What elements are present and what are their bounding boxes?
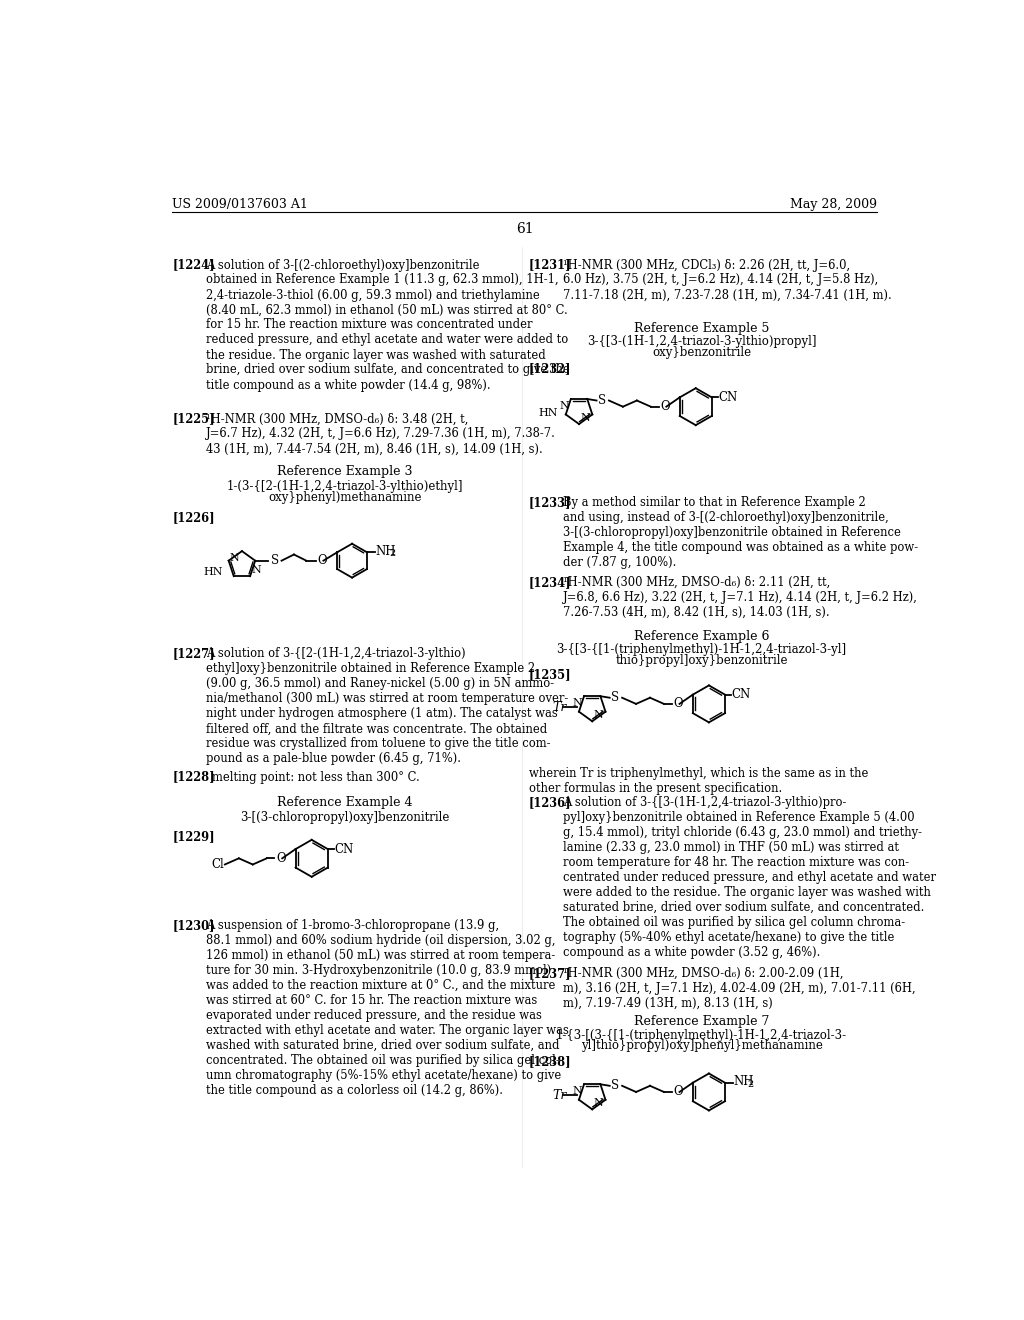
Text: S: S	[611, 1080, 620, 1093]
Text: N: N	[572, 698, 583, 708]
Text: [1236]: [1236]	[528, 796, 571, 809]
Text: [1224]: [1224]	[172, 259, 215, 272]
Text: oxy}phenyl)methanamine: oxy}phenyl)methanamine	[268, 491, 422, 504]
Text: NH: NH	[733, 1076, 754, 1089]
Text: S: S	[611, 692, 620, 705]
Text: wherein Tr is triphenylmethyl, which is the same as in the
other formulas in the: wherein Tr is triphenylmethyl, which is …	[528, 767, 868, 795]
Text: Tr: Tr	[552, 701, 566, 714]
Text: [1234]: [1234]	[528, 576, 571, 589]
Text: [1231]: [1231]	[528, 259, 571, 272]
Text: Reference Example 3: Reference Example 3	[278, 465, 413, 478]
Text: N: N	[559, 400, 569, 411]
Text: 61: 61	[516, 222, 534, 235]
Text: ¹H-NMR (300 MHz, DMSO-d₆) δ: 2.00-2.09 (1H,
m), 3.16 (2H, t, J=7.1 Hz), 4.02-4.0: ¹H-NMR (300 MHz, DMSO-d₆) δ: 2.00-2.09 (…	[563, 966, 915, 1010]
Text: Reference Example 6: Reference Example 6	[634, 630, 769, 643]
Text: [1233]: [1233]	[528, 496, 571, 508]
Text: A solution of 3-[(2-chloroethyl)oxy]benzonitrile
obtained in Reference Example 1: A solution of 3-[(2-chloroethyl)oxy]benz…	[206, 259, 570, 392]
Text: By a method similar to that in Reference Example 2
and using, instead of 3-[(2-c: By a method similar to that in Reference…	[563, 496, 918, 569]
Text: O: O	[317, 554, 327, 568]
Text: [1230]: [1230]	[172, 919, 215, 932]
Text: A solution of 3-{[3-(1H-1,2,4-triazol-3-ylthio)pro-
pyl]oxy}benzonitrile obtaine: A solution of 3-{[3-(1H-1,2,4-triazol-3-…	[563, 796, 936, 958]
Text: HN: HN	[539, 408, 558, 418]
Text: A solution of 3-{[2-(1H-1,2,4-triazol-3-ylthio)
ethyl]oxy}benzonitrile obtained : A solution of 3-{[2-(1H-1,2,4-triazol-3-…	[206, 647, 568, 766]
Text: S: S	[598, 393, 606, 407]
Text: NH: NH	[376, 545, 396, 558]
Text: N: N	[594, 710, 603, 719]
Text: O: O	[673, 697, 683, 710]
Text: thio}propyl]oxy}benzonitrile: thio}propyl]oxy}benzonitrile	[615, 655, 787, 668]
Text: CN: CN	[731, 688, 751, 701]
Text: [1228]: [1228]	[172, 771, 215, 784]
Text: O: O	[276, 851, 286, 865]
Text: N: N	[252, 565, 261, 574]
Text: HN: HN	[203, 566, 222, 577]
Text: oxy}benzonitrile: oxy}benzonitrile	[652, 346, 751, 359]
Text: [1226]: [1226]	[172, 511, 215, 524]
Text: [1238]: [1238]	[528, 1056, 571, 1068]
Text: Reference Example 7: Reference Example 7	[634, 1015, 769, 1028]
Text: [1237]: [1237]	[528, 966, 571, 979]
Text: N: N	[229, 553, 240, 562]
Text: 3-[(3-chloropropyl)oxy]benzonitrile: 3-[(3-chloropropyl)oxy]benzonitrile	[241, 810, 450, 824]
Text: [1232]: [1232]	[528, 363, 571, 375]
Text: Tr: Tr	[552, 1089, 566, 1102]
Text: 1-{3-[(3-{[1-(triphenylmethyl)-1H-1,2,4-triazol-3-: 1-{3-[(3-{[1-(triphenylmethyl)-1H-1,2,4-…	[556, 1028, 847, 1041]
Text: A suspension of 1-bromo-3-chloropropane (13.9 g,
88.1 mmol) and 60% sodium hydri: A suspension of 1-bromo-3-chloropropane …	[206, 919, 569, 1097]
Text: May 28, 2009: May 28, 2009	[791, 198, 878, 211]
Text: N: N	[581, 413, 591, 422]
Text: N: N	[572, 1086, 583, 1096]
Text: S: S	[270, 554, 279, 568]
Text: CN: CN	[334, 842, 353, 855]
Text: O: O	[660, 400, 670, 413]
Text: 2: 2	[389, 549, 395, 558]
Text: Reference Example 4: Reference Example 4	[278, 796, 413, 809]
Text: ¹H-NMR (300 MHz, DMSO-d₆) δ: 3.48 (2H, t,
J=6.7 Hz), 4.32 (2H, t, J=6.6 Hz), 7.2: ¹H-NMR (300 MHz, DMSO-d₆) δ: 3.48 (2H, t…	[206, 412, 556, 455]
Text: ¹H-NMR (300 MHz, DMSO-d₆) δ: 2.11 (2H, tt,
J=6.8, 6.6 Hz), 3.22 (2H, t, J=7.1 Hz: ¹H-NMR (300 MHz, DMSO-d₆) δ: 2.11 (2H, t…	[563, 576, 918, 619]
Text: N: N	[594, 1098, 603, 1107]
Text: [1229]: [1229]	[172, 830, 215, 843]
Text: 2: 2	[748, 1080, 754, 1089]
Text: [1227]: [1227]	[172, 647, 215, 660]
Text: [1225]: [1225]	[172, 412, 215, 425]
Text: Cl: Cl	[211, 858, 223, 871]
Text: 1-(3-{[2-(1H-1,2,4-triazol-3-ylthio)ethyl]: 1-(3-{[2-(1H-1,2,4-triazol-3-ylthio)ethy…	[226, 480, 463, 494]
Text: ¹H-NMR (300 MHz, CDCl₃) δ: 2.26 (2H, tt, J=6.0,
6.0 Hz), 3.75 (2H, t, J=6.2 Hz),: ¹H-NMR (300 MHz, CDCl₃) δ: 2.26 (2H, tt,…	[563, 259, 892, 301]
Text: O: O	[673, 1085, 683, 1098]
Text: US 2009/0137603 A1: US 2009/0137603 A1	[172, 198, 308, 211]
Text: yl]thio}propyl)oxy]phenyl}methanamine: yl]thio}propyl)oxy]phenyl}methanamine	[581, 1039, 822, 1052]
Text: Reference Example 5: Reference Example 5	[634, 322, 769, 335]
Text: [1235]: [1235]	[528, 668, 571, 681]
Text: CN: CN	[718, 391, 737, 404]
Text: 3-{[3-(1H-1,2,4-triazol-3-ylthio)propyl]: 3-{[3-(1H-1,2,4-triazol-3-ylthio)propyl]	[587, 335, 816, 348]
Text: melting point: not less than 300° C.: melting point: not less than 300° C.	[212, 771, 420, 784]
Text: 3-{[3-{[1-(triphenylmethyl)-1H-1,2,4-triazol-3-yl]: 3-{[3-{[1-(triphenylmethyl)-1H-1,2,4-tri…	[556, 644, 847, 656]
